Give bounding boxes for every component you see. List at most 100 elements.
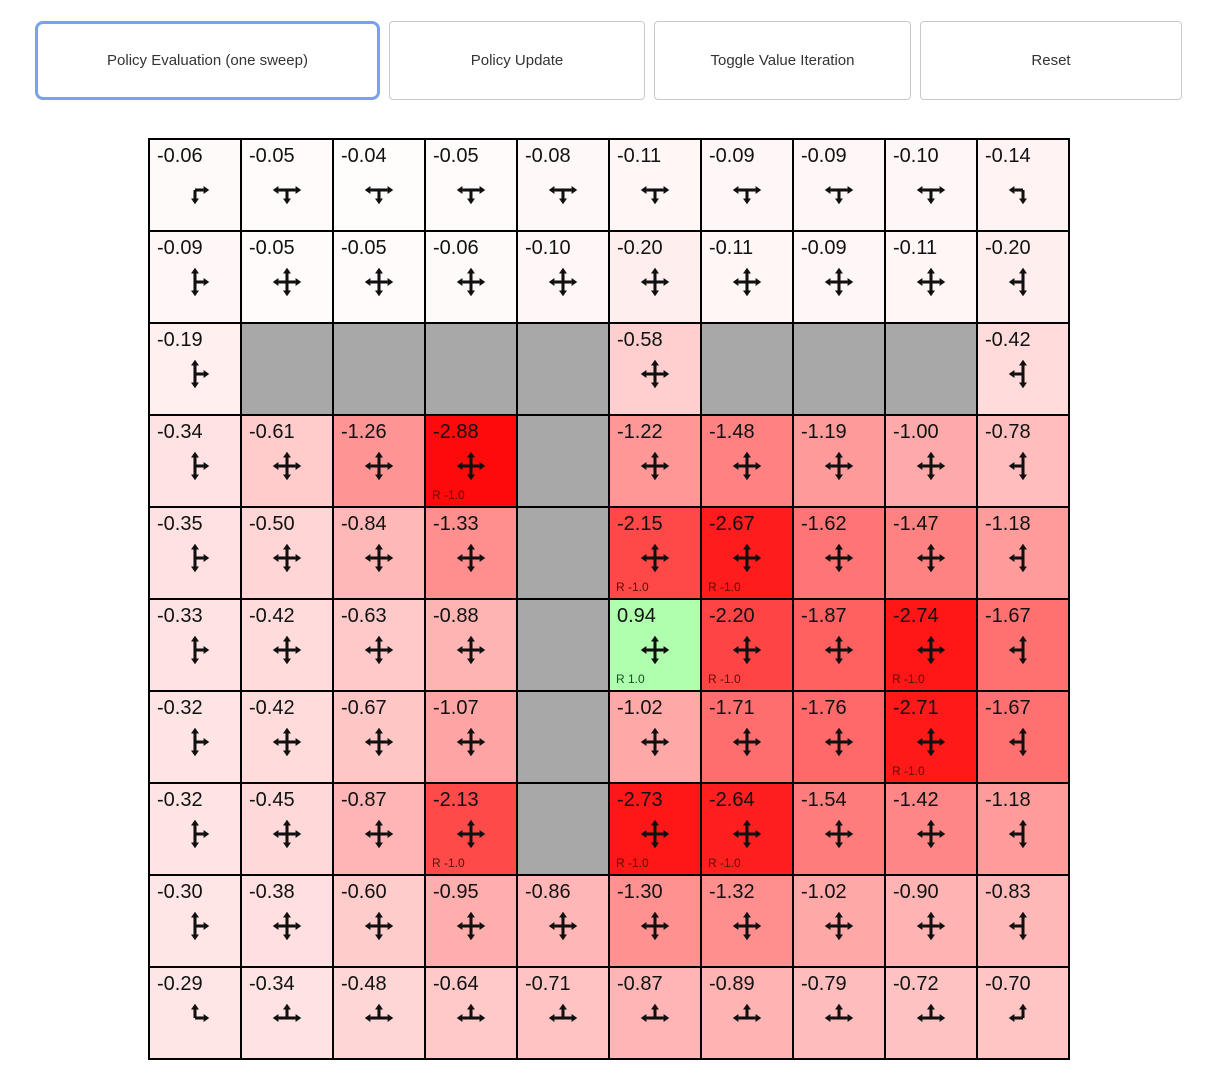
- grid-cell[interactable]: -0.84: [333, 507, 425, 599]
- grid-cell[interactable]: -1.67: [977, 691, 1069, 783]
- grid-cell[interactable]: -1.18: [977, 783, 1069, 875]
- grid-cell[interactable]: -0.72: [885, 967, 977, 1059]
- grid-cell[interactable]: -0.42: [977, 323, 1069, 415]
- grid-cell[interactable]: -0.87: [333, 783, 425, 875]
- grid-cell[interactable]: -0.63: [333, 599, 425, 691]
- grid-cell[interactable]: -0.58: [609, 323, 701, 415]
- grid-cell[interactable]: -1.42: [885, 783, 977, 875]
- grid-cell[interactable]: -0.11: [701, 231, 793, 323]
- grid-cell[interactable]: -0.50: [241, 507, 333, 599]
- grid-cell[interactable]: -2.15 R -1.0: [609, 507, 701, 599]
- grid-cell[interactable]: -0.11: [609, 139, 701, 231]
- grid-cell[interactable]: -0.70: [977, 967, 1069, 1059]
- grid-cell[interactable]: -0.34: [149, 415, 241, 507]
- grid-cell[interactable]: -0.90: [885, 875, 977, 967]
- grid-cell[interactable]: -0.87: [609, 967, 701, 1059]
- grid-cell[interactable]: -1.62: [793, 507, 885, 599]
- grid-cell[interactable]: -0.05: [241, 231, 333, 323]
- grid-cell[interactable]: -0.86: [517, 875, 609, 967]
- grid-cell[interactable]: -0.04: [333, 139, 425, 231]
- grid-cell[interactable]: -1.48: [701, 415, 793, 507]
- grid-cell[interactable]: -1.00: [885, 415, 977, 507]
- grid-cell[interactable]: -1.30: [609, 875, 701, 967]
- grid-cell[interactable]: -1.67: [977, 599, 1069, 691]
- grid-cell[interactable]: -0.20: [609, 231, 701, 323]
- grid-cell[interactable]: -0.79: [793, 967, 885, 1059]
- grid-cell[interactable]: -0.09: [793, 139, 885, 231]
- grid-cell[interactable]: -2.73 R -1.0: [609, 783, 701, 875]
- toggle-value-iteration-button[interactable]: Toggle Value Iteration: [654, 21, 911, 100]
- grid-cell[interactable]: -0.88: [425, 599, 517, 691]
- grid-cell[interactable]: -0.06: [425, 231, 517, 323]
- grid-cell[interactable]: -1.87: [793, 599, 885, 691]
- cell-value: -0.86: [525, 881, 571, 903]
- grid-cell[interactable]: -1.76: [793, 691, 885, 783]
- reset-button[interactable]: Reset: [920, 21, 1182, 100]
- grid-cell[interactable]: -0.06: [149, 139, 241, 231]
- grid-cell[interactable]: -1.02: [793, 875, 885, 967]
- grid-cell[interactable]: -0.32: [149, 783, 241, 875]
- grid-cell[interactable]: -0.60: [333, 875, 425, 967]
- grid-cell[interactable]: -0.42: [241, 599, 333, 691]
- grid-cell[interactable]: -1.02: [609, 691, 701, 783]
- policy-arrows-icon: [636, 447, 674, 485]
- grid-cell[interactable]: -0.48: [333, 967, 425, 1059]
- grid-cell[interactable]: -0.08: [517, 139, 609, 231]
- grid-cell[interactable]: -2.20 R -1.0: [701, 599, 793, 691]
- grid-cell[interactable]: 0.94 R 1.0: [609, 599, 701, 691]
- cell-value: -0.09: [801, 145, 847, 167]
- policy-arrows-icon: [268, 907, 306, 945]
- grid-cell[interactable]: -0.10: [885, 139, 977, 231]
- grid-cell[interactable]: -0.19: [149, 323, 241, 415]
- grid-cell[interactable]: -0.35: [149, 507, 241, 599]
- cell-value: 0.94: [617, 605, 656, 627]
- policy-update-button[interactable]: Policy Update: [389, 21, 645, 100]
- grid-cell[interactable]: -0.11: [885, 231, 977, 323]
- grid-cell[interactable]: -0.09: [701, 139, 793, 231]
- grid-cell[interactable]: -0.95: [425, 875, 517, 967]
- grid-cell[interactable]: -0.20: [977, 231, 1069, 323]
- grid-cell[interactable]: -0.30: [149, 875, 241, 967]
- grid-cell[interactable]: -0.33: [149, 599, 241, 691]
- grid-cell[interactable]: -0.32: [149, 691, 241, 783]
- grid-cell[interactable]: -1.19: [793, 415, 885, 507]
- grid-cell[interactable]: -1.22: [609, 415, 701, 507]
- grid-cell[interactable]: -2.71 R -1.0: [885, 691, 977, 783]
- cell-value: -0.30: [157, 881, 203, 903]
- grid-cell[interactable]: -2.67 R -1.0: [701, 507, 793, 599]
- grid-cell[interactable]: -1.18: [977, 507, 1069, 599]
- grid-cell[interactable]: -1.71: [701, 691, 793, 783]
- grid-cell[interactable]: -0.78: [977, 415, 1069, 507]
- grid-cell[interactable]: -1.54: [793, 783, 885, 875]
- grid-cell[interactable]: -0.09: [149, 231, 241, 323]
- grid-cell[interactable]: -0.38: [241, 875, 333, 967]
- grid-cell[interactable]: -0.29: [149, 967, 241, 1059]
- grid-cell[interactable]: -0.67: [333, 691, 425, 783]
- grid-cell[interactable]: -0.09: [793, 231, 885, 323]
- grid-cell[interactable]: -1.07: [425, 691, 517, 783]
- grid-cell[interactable]: -0.89: [701, 967, 793, 1059]
- grid-cell[interactable]: -0.64: [425, 967, 517, 1059]
- grid-cell[interactable]: -2.74 R -1.0: [885, 599, 977, 691]
- grid-cell[interactable]: -2.64 R -1.0: [701, 783, 793, 875]
- grid-cell[interactable]: -1.33: [425, 507, 517, 599]
- policy-evaluation-button[interactable]: Policy Evaluation (one sweep): [35, 21, 380, 100]
- cell-value: -0.87: [341, 789, 387, 811]
- grid-cell[interactable]: -0.61: [241, 415, 333, 507]
- grid-cell[interactable]: -0.14: [977, 139, 1069, 231]
- grid-cell[interactable]: -0.83: [977, 875, 1069, 967]
- grid-cell[interactable]: -1.32: [701, 875, 793, 967]
- grid-cell[interactable]: -1.26: [333, 415, 425, 507]
- grid-cell[interactable]: -0.05: [333, 231, 425, 323]
- grid-cell[interactable]: -0.34: [241, 967, 333, 1059]
- grid-cell[interactable]: -0.45: [241, 783, 333, 875]
- grid-cell[interactable]: -0.42: [241, 691, 333, 783]
- grid-cell[interactable]: -1.47: [885, 507, 977, 599]
- cell-value: -1.02: [801, 881, 847, 903]
- grid-cell[interactable]: -0.05: [241, 139, 333, 231]
- grid-cell[interactable]: -0.05: [425, 139, 517, 231]
- grid-cell[interactable]: -2.13 R -1.0: [425, 783, 517, 875]
- grid-cell[interactable]: -0.71: [517, 967, 609, 1059]
- grid-cell[interactable]: -2.88 R -1.0: [425, 415, 517, 507]
- grid-cell[interactable]: -0.10: [517, 231, 609, 323]
